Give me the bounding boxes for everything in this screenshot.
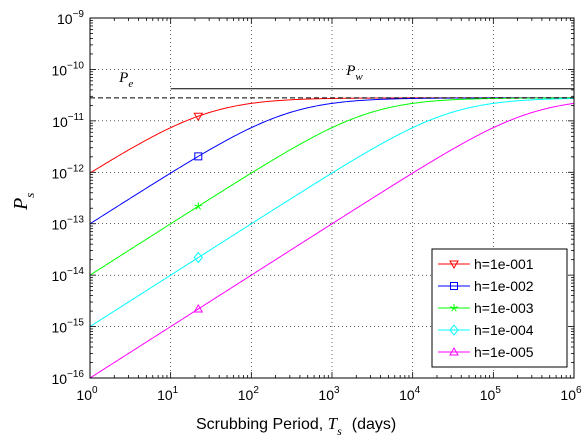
y-tick-label: 10−10: [51, 60, 84, 78]
star-arm: [195, 205, 199, 210]
reference-lines: [90, 88, 574, 99]
star-arm: [198, 204, 203, 207]
plot-frame: [89, 17, 575, 379]
y-tick-label: 10−11: [52, 112, 84, 130]
y-tick-label: 10−14: [51, 266, 84, 284]
legend-marker-h=1e-004: [449, 324, 459, 336]
y-tick-label: 10−9: [57, 9, 84, 27]
series-marker-h=1e-001: [193, 112, 204, 122]
series-line-h=1e-005: [89, 102, 575, 379]
legend-label-h=1e-005: h=1e-005: [474, 344, 534, 360]
legend-marker-h=1e-003: [450, 304, 458, 312]
x-tick-label: 102: [238, 385, 260, 403]
legend-label-h=1e-003: h=1e-003: [474, 300, 534, 316]
y-tick-label: 10−15: [51, 318, 84, 336]
star-arm: [453, 306, 458, 309]
legend-marker-h=1e-001: [449, 260, 459, 270]
axis-labels: Scrubbing Period, Ts (days) Ps: [10, 193, 396, 438]
star-arm: [450, 306, 455, 309]
legend-label-h=1e-001: h=1e-001: [474, 256, 534, 272]
tick-labels: 100 101 102 103 104 105 106 10−16 10−15 10−14 10−1…: [51, 9, 582, 403]
legend-label-h=1e-002: h=1e-002: [474, 278, 534, 294]
x-tick-label: 105: [480, 385, 502, 403]
x-tick-label: 101: [157, 385, 179, 403]
x-tick-label: 100: [76, 385, 98, 403]
star-arm: [194, 204, 199, 207]
reference-label-Pe: Pe: [118, 70, 133, 90]
series-marker-h=1e-003: [194, 202, 203, 210]
star-arm: [453, 307, 457, 312]
legend-label-h=1e-004: h=1e-004: [474, 322, 534, 338]
series-line-h=1e-004: [89, 97, 575, 327]
series-marker-h=1e-004: [193, 251, 203, 264]
annotations: Pe Pw: [118, 63, 363, 90]
legend-marker-h=1e-002: [450, 282, 458, 290]
y-tick-label: 10−12: [51, 163, 84, 181]
x-tick-label: 104: [399, 385, 421, 403]
reference-label-Pw: Pw: [345, 63, 363, 83]
y-axis-label: Ps: [10, 193, 37, 211]
series-markers: [193, 112, 204, 313]
x-tick-label: 106: [560, 385, 582, 403]
star-arm: [451, 307, 455, 312]
legend-marker-h=1e-005: [449, 346, 459, 356]
series-line-h=1e-003: [89, 97, 575, 276]
series-marker-h=1e-005: [193, 303, 204, 313]
x-axis-label: Scrubbing Period, Ts (days): [196, 414, 396, 438]
y-tick-label: 10−13: [51, 215, 84, 233]
star-arm: [197, 205, 202, 210]
series-marker-h=1e-002: [194, 152, 203, 161]
legend: h=1e-001 h=1e-002 h=1e-003 h=1e-004 h=1e-005: [431, 248, 568, 368]
y-tick-label: 10−16: [51, 369, 84, 387]
x-tick-label: 103: [318, 385, 340, 403]
